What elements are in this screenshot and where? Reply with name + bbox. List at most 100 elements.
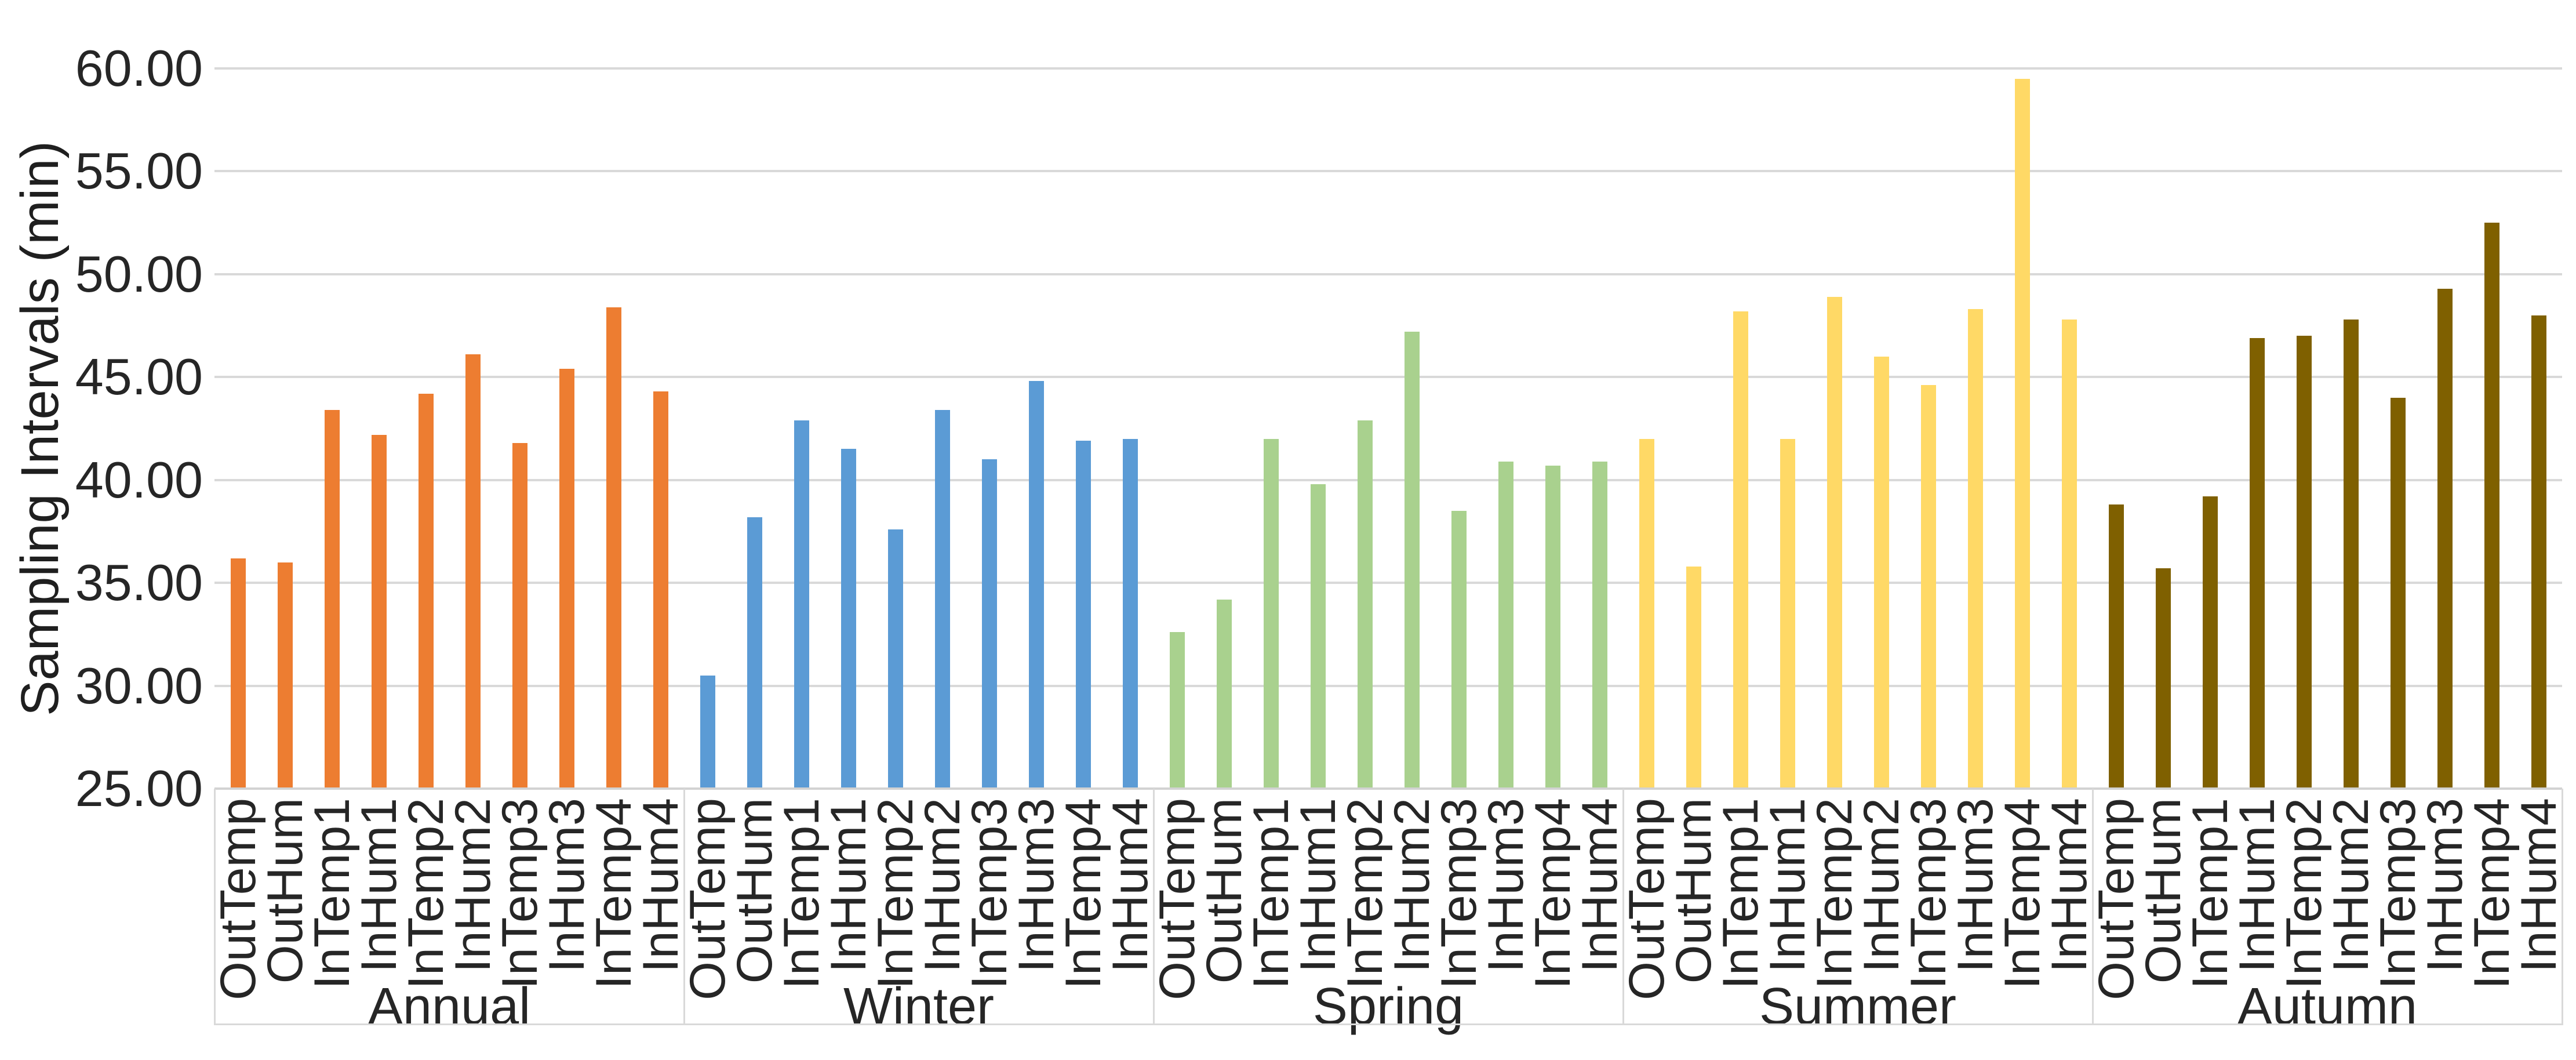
group-label-winter: Winter [843, 978, 995, 1036]
bar-annual-inhum2 [465, 354, 481, 789]
category-label-outtemp: OutTemp [1149, 798, 1205, 1000]
bar-annual-inhum1 [371, 434, 387, 789]
category-label-intemp1: InTemp1 [1243, 798, 1299, 989]
category-cell: OutTemp [1619, 798, 1675, 1000]
category-cell: InHum2 [1853, 798, 1909, 989]
category-cell: InHum4 [1102, 798, 1158, 989]
bar-winter-outtemp [700, 675, 715, 789]
category-label-inhum2: InHum2 [445, 798, 501, 973]
bar-autumn-outhum [2155, 568, 2171, 789]
category-label-inhum2: InHum2 [914, 798, 970, 973]
group-label-autumn: Autumn [2237, 978, 2418, 1036]
bar-spring-inhum1 [1310, 484, 1326, 789]
bar-spring-intemp3 [1451, 510, 1467, 789]
category-label-intemp2: InTemp2 [1337, 798, 1393, 989]
gridline-45 [214, 376, 2562, 379]
category-label-outtemp: OutTemp [210, 798, 266, 1000]
group-separator [2561, 789, 2563, 1025]
category-label-inhum3: InHum3 [1478, 798, 1534, 973]
category-cell: InHum1 [1760, 798, 1815, 989]
category-cell: InTemp1 [2182, 798, 2238, 989]
category-cell: InHum2 [445, 798, 501, 989]
category-label-inhum2: InHum2 [1853, 798, 1909, 973]
gridline-50 [214, 273, 2562, 275]
category-cell: InHum3 [1008, 798, 1064, 989]
bar-winter-inhum3 [1028, 381, 1044, 789]
bar-autumn-inhum3 [2437, 288, 2453, 789]
category-cell: InHum4 [2511, 798, 2567, 989]
category-label-intemp3: InTemp3 [1900, 798, 1956, 989]
category-cell: InTemp2 [2276, 798, 2332, 989]
group-separator [1622, 789, 1624, 1025]
category-label-intemp3: InTemp3 [2370, 798, 2426, 989]
gridline-60 [214, 67, 2562, 70]
category-label-intemp4: InTemp4 [1525, 798, 1581, 989]
y-tick-label-55: 55.00 [75, 142, 203, 200]
category-label-intemp4: InTemp4 [2464, 798, 2520, 989]
category-cell: InHum4 [2041, 798, 2097, 989]
bar-autumn-inhum2 [2343, 319, 2359, 789]
category-cell: InHum4 [633, 798, 689, 989]
category-label-inhum3: InHum3 [1008, 798, 1064, 973]
category-label-inhum4: InHum4 [2041, 798, 2097, 973]
y-tick-label-40: 40.00 [75, 451, 203, 509]
y-tick-label-50: 50.00 [75, 245, 203, 303]
category-label-inhum4: InHum4 [1571, 798, 1628, 973]
bar-spring-intemp1 [1263, 438, 1279, 789]
category-cell: OutHum [727, 798, 783, 989]
bar-summer-intemp1 [1733, 311, 1748, 789]
bar-spring-inhum3 [1498, 461, 1513, 789]
category-label-intemp1: InTemp1 [2182, 798, 2238, 989]
bar-summer-intemp4 [2014, 78, 2030, 789]
y-tick-label-45: 45.00 [75, 348, 203, 406]
bar-summer-intemp3 [1920, 385, 1936, 789]
y-tick-label-30: 30.00 [75, 656, 203, 714]
category-cell: InHum1 [1290, 798, 1346, 989]
category-cell: InHum1 [821, 798, 876, 989]
category-label-inhum1: InHum1 [2229, 798, 2285, 973]
category-cell: OutHum [2135, 798, 2191, 989]
bar-summer-intemp2 [1827, 296, 1842, 789]
bar-annual-inhum4 [653, 391, 668, 789]
category-label-outhum: OutHum [1196, 798, 1252, 984]
category-cell: InTemp1 [1712, 798, 1769, 989]
category-cell: InHum4 [1571, 798, 1628, 989]
category-cell: InTemp3 [1431, 798, 1487, 989]
category-cell: InHum1 [2229, 798, 2285, 989]
category-label-intemp2: InTemp2 [867, 798, 923, 989]
bar-autumn-intemp3 [2390, 397, 2406, 789]
category-label-inhum2: InHum2 [2323, 798, 2379, 973]
category-label-intemp1: InTemp1 [1712, 798, 1769, 989]
bar-annual-outhum [277, 562, 293, 789]
category-cell: InTemp4 [2464, 798, 2520, 989]
bar-spring-intemp2 [1357, 420, 1373, 789]
category-cell: InTemp2 [1807, 798, 1862, 989]
category-cell: InTemp4 [1995, 798, 2050, 989]
bar-spring-inhum4 [1592, 461, 1607, 789]
bar-autumn-inhum1 [2249, 337, 2265, 789]
bar-winter-inhum1 [841, 449, 856, 789]
group-separator [683, 789, 685, 1025]
bar-winter-inhum2 [934, 410, 950, 789]
category-label-inhum4: InHum4 [1102, 798, 1158, 973]
bar-spring-outhum [1216, 599, 1232, 789]
category-cell: InTemp4 [585, 798, 642, 989]
category-cell: OutTemp [2089, 798, 2144, 1000]
category-label-intemp4: InTemp4 [585, 798, 642, 989]
category-cell: InTemp2 [867, 798, 923, 989]
category-label-inhum3: InHum3 [1947, 798, 2003, 973]
bar-autumn-inhum4 [2531, 315, 2546, 789]
category-cell: InTemp1 [1243, 798, 1299, 989]
category-cell: InTemp3 [962, 798, 1017, 989]
category-cell: InHum2 [2323, 798, 2379, 989]
category-cell: OutHum [1196, 798, 1252, 989]
category-label-inhum1: InHum1 [351, 798, 407, 973]
group-label-summer: Summer [1759, 978, 1957, 1036]
category-label-intemp4: InTemp4 [1055, 798, 1111, 989]
bar-summer-inhum1 [1780, 438, 1795, 789]
bar-winter-intemp3 [981, 459, 997, 789]
category-label-intemp1: InTemp1 [304, 798, 360, 989]
category-label-inhum1: InHum1 [1290, 798, 1346, 973]
category-cell: InTemp2 [398, 798, 454, 989]
